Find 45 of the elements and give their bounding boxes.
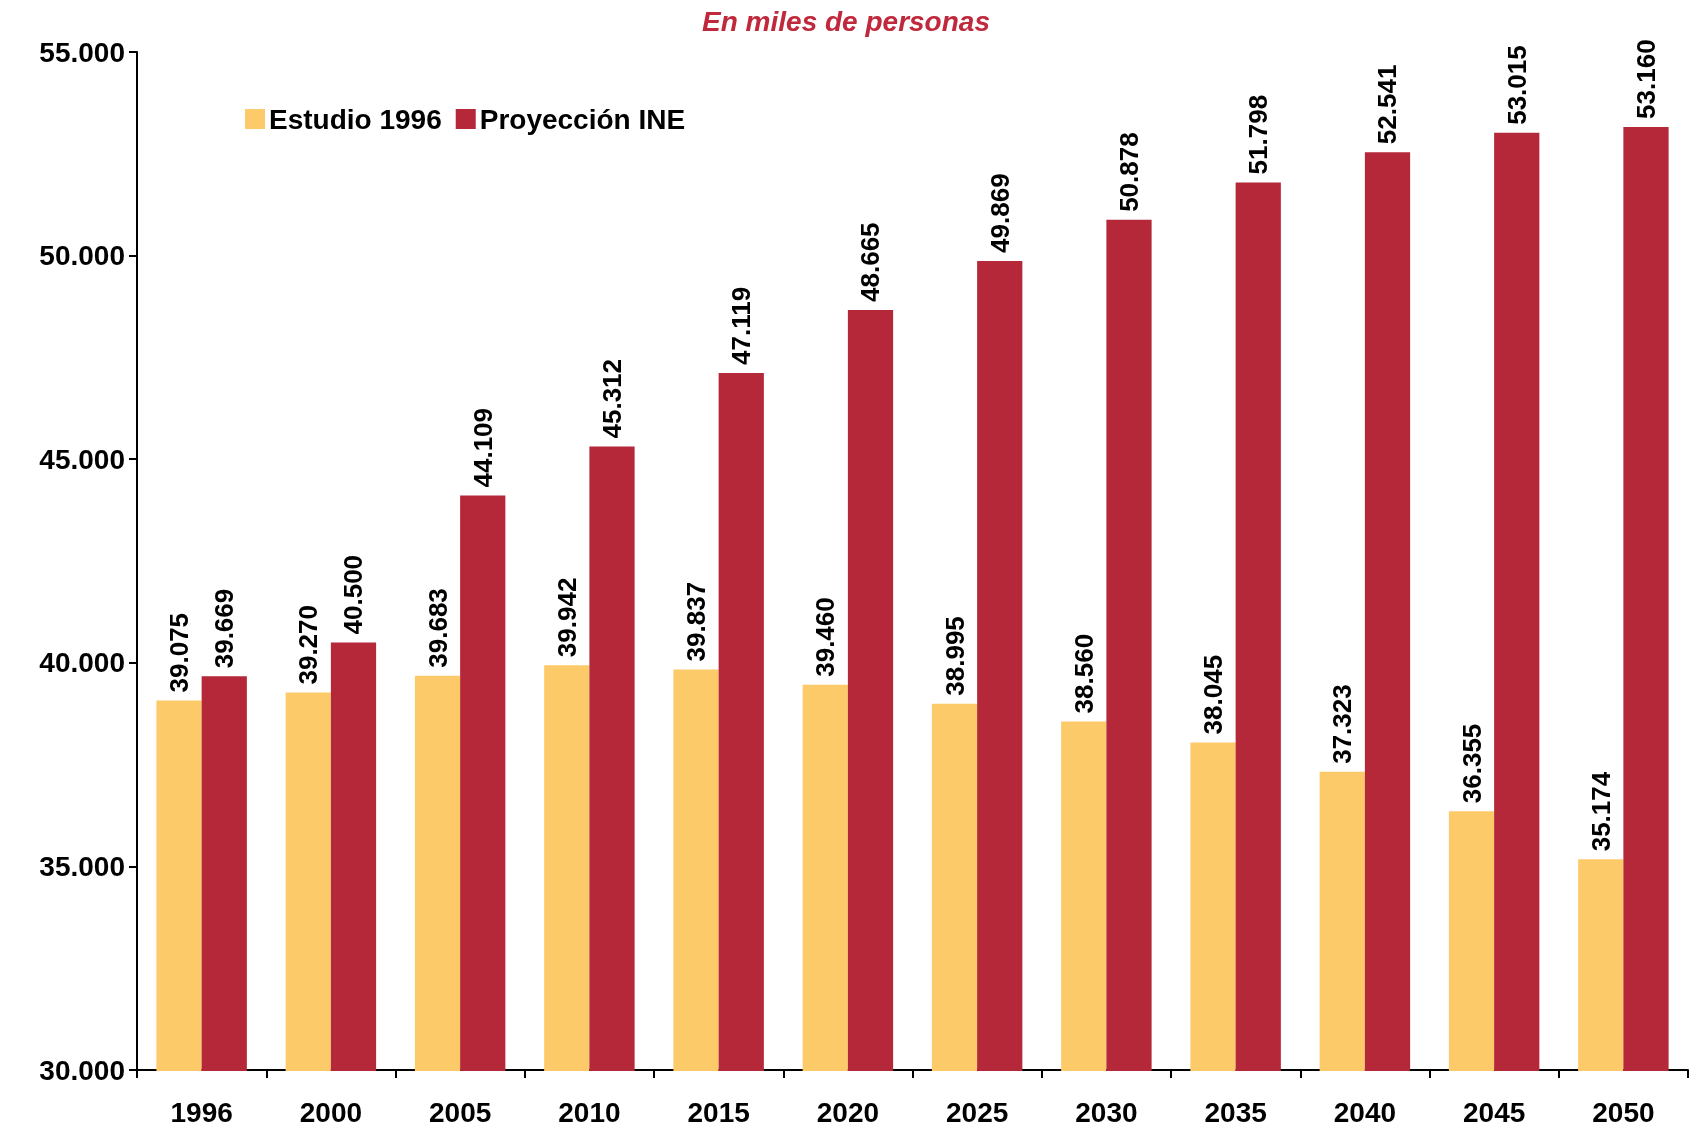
data-label: 39.837 — [681, 581, 712, 662]
data-label: 39.942 — [551, 577, 582, 658]
y-tick-label: 45.000 — [39, 443, 125, 475]
x-tick-label: 2010 — [558, 1096, 621, 1128]
data-label: 49.869 — [984, 173, 1015, 253]
data-label: 37.323 — [1327, 684, 1358, 764]
x-tick-label: 2040 — [1333, 1096, 1397, 1128]
x-tick-label: 2050 — [1592, 1096, 1655, 1128]
data-label: 39.460 — [810, 597, 841, 677]
data-label: 51.798 — [1243, 94, 1274, 175]
data-label: 35.174 — [1585, 771, 1616, 852]
data-label: 39.669 — [209, 588, 240, 669]
data-label: 39.075 — [164, 612, 195, 693]
y-tick-label: 35.000 — [39, 850, 125, 882]
data-label: 44.109 — [467, 407, 498, 488]
legend-label: Proyección INE — [479, 103, 686, 135]
x-tick-label: 2025 — [945, 1096, 1009, 1128]
x-tick-label: 2000 — [299, 1096, 363, 1128]
data-label: 53.160 — [1630, 39, 1661, 119]
data-label: 38.560 — [1068, 633, 1099, 714]
data-label: 39.683 — [422, 588, 453, 668]
data-label: 39.270 — [293, 604, 324, 685]
x-tick-label: 2035 — [1204, 1096, 1267, 1128]
x-tick-label: 2005 — [428, 1096, 492, 1128]
data-label: 40.500 — [338, 554, 369, 635]
data-label: 45.312 — [596, 358, 627, 439]
data-label: 53.015 — [1501, 45, 1532, 125]
x-tick-label: 2020 — [816, 1096, 880, 1128]
y-tick-label: 50.000 — [39, 240, 125, 272]
x-tick-label: 2045 — [1462, 1096, 1526, 1128]
chart-subtitle: En miles de personas — [702, 5, 990, 37]
x-tick-label: 1996 — [170, 1096, 233, 1128]
data-label: 52.541 — [1372, 64, 1403, 145]
data-label: 47.119 — [726, 286, 757, 365]
data-label: 38.045 — [1198, 654, 1229, 735]
y-tick-label: 40.000 — [39, 647, 125, 679]
data-label: 50.878 — [1113, 132, 1144, 212]
legend-label: Estudio 1996 — [269, 103, 442, 135]
x-tick-label: 2030 — [1075, 1096, 1138, 1128]
y-tick-label: 30.000 — [39, 1054, 125, 1086]
data-label: 38.995 — [939, 616, 970, 696]
x-tick-label: 2015 — [687, 1096, 750, 1128]
data-label: 36.355 — [1456, 723, 1487, 804]
data-label: 48.665 — [855, 222, 886, 302]
y-tick-label: 55.000 — [39, 36, 125, 68]
